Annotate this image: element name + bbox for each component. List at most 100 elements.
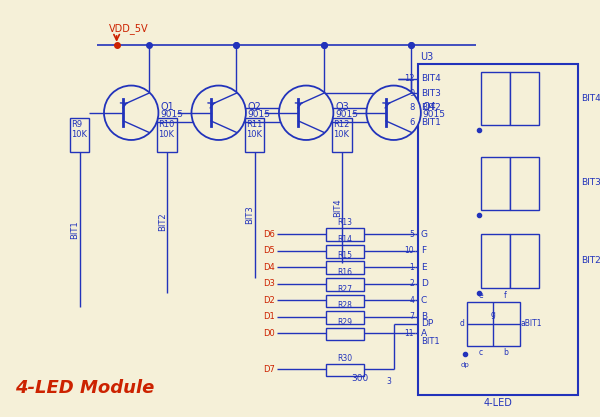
Bar (326, 229, 364, 241)
Text: BIT1: BIT1 (421, 118, 441, 127)
Text: BIT4: BIT4 (421, 74, 440, 83)
Text: e: e (479, 291, 483, 300)
Text: dp: dp (460, 362, 469, 367)
Text: R12: R12 (334, 120, 350, 128)
Circle shape (367, 85, 421, 140)
Text: 11: 11 (404, 329, 414, 338)
Text: g: g (491, 309, 496, 319)
Text: R29: R29 (338, 318, 353, 327)
Circle shape (191, 85, 246, 140)
Text: C: C (421, 296, 427, 305)
Bar (332, 118, 352, 152)
Bar (467, 302, 520, 346)
Text: f: f (504, 291, 507, 300)
Bar (326, 245, 364, 258)
Text: D5: D5 (263, 246, 275, 255)
Text: BIT2: BIT2 (421, 103, 440, 113)
Text: 6: 6 (410, 118, 415, 127)
Text: 8: 8 (410, 103, 415, 113)
Text: R16: R16 (338, 268, 353, 277)
Text: 1: 1 (409, 263, 414, 272)
Text: Q4: Q4 (423, 102, 437, 112)
Bar (418, 64, 578, 394)
Text: VDD_5V: VDD_5V (109, 23, 148, 34)
Text: aBIT1: aBIT1 (521, 319, 542, 328)
Text: 10: 10 (404, 246, 414, 255)
Text: D7: D7 (263, 365, 275, 374)
Text: B: B (421, 312, 427, 322)
Text: D4: D4 (263, 263, 275, 272)
Text: b: b (503, 348, 508, 357)
Text: D2: D2 (263, 296, 275, 305)
Text: 9015: 9015 (248, 110, 271, 119)
Text: U3: U3 (420, 52, 433, 62)
Bar (70, 118, 89, 152)
Text: 2: 2 (409, 279, 414, 288)
Bar (326, 261, 364, 274)
Text: D: D (421, 279, 428, 288)
Text: F: F (421, 246, 426, 255)
Bar (326, 311, 364, 324)
Text: DP: DP (421, 319, 433, 328)
Text: BIT2: BIT2 (581, 256, 600, 265)
Text: 10K: 10K (158, 130, 175, 139)
Circle shape (104, 85, 158, 140)
Text: 4: 4 (409, 296, 414, 305)
Text: 10K: 10K (334, 130, 349, 139)
Text: Q3: Q3 (335, 102, 349, 112)
Bar (326, 364, 364, 376)
Bar (481, 156, 510, 210)
Text: R10: R10 (158, 120, 175, 128)
Bar (326, 328, 364, 340)
Text: 9: 9 (410, 89, 415, 98)
Text: 4-LED: 4-LED (483, 397, 512, 407)
Text: 7: 7 (409, 312, 414, 322)
Text: D3: D3 (263, 279, 275, 288)
Text: 10K: 10K (246, 130, 262, 139)
Text: BIT2: BIT2 (158, 213, 167, 231)
Text: Q2: Q2 (248, 102, 262, 112)
Text: 9015: 9015 (160, 110, 184, 119)
Text: 9015: 9015 (335, 110, 358, 119)
Text: BIT1: BIT1 (421, 337, 439, 346)
Text: R9: R9 (71, 120, 82, 128)
Bar (326, 278, 364, 291)
Text: R11: R11 (246, 120, 262, 128)
Text: A: A (421, 329, 427, 338)
Text: 9015: 9015 (423, 110, 446, 119)
Text: BIT1: BIT1 (70, 220, 79, 239)
Bar (326, 294, 364, 307)
Bar (510, 72, 539, 126)
Text: c: c (479, 348, 483, 357)
Text: 12: 12 (404, 74, 415, 83)
Text: R14: R14 (338, 235, 353, 244)
Text: D0: D0 (263, 329, 275, 338)
Text: 10K: 10K (71, 130, 87, 139)
Circle shape (279, 85, 334, 140)
Bar (481, 72, 510, 126)
Bar (510, 234, 539, 288)
Text: BIT3: BIT3 (421, 89, 441, 98)
Text: R27: R27 (338, 284, 353, 294)
Text: R28: R28 (338, 301, 352, 310)
Text: Q1: Q1 (160, 102, 174, 112)
Text: 5: 5 (409, 230, 414, 239)
Bar (245, 118, 265, 152)
Text: BIT3: BIT3 (581, 178, 600, 187)
Text: 3: 3 (386, 377, 391, 386)
Text: R13: R13 (338, 219, 353, 227)
Text: BIT3: BIT3 (245, 206, 254, 224)
Text: E: E (421, 263, 427, 272)
Text: 4-LED Module: 4-LED Module (14, 379, 154, 397)
Text: BIT4: BIT4 (333, 198, 342, 217)
Text: R30: R30 (337, 354, 353, 362)
Text: G: G (421, 230, 428, 239)
Text: BIT4: BIT4 (581, 94, 600, 103)
Bar (157, 118, 177, 152)
Text: D1: D1 (263, 312, 275, 322)
Bar (510, 156, 539, 210)
Text: 300: 300 (351, 374, 368, 383)
Text: d: d (460, 319, 464, 328)
Text: D6: D6 (263, 230, 275, 239)
Text: R15: R15 (338, 251, 353, 261)
